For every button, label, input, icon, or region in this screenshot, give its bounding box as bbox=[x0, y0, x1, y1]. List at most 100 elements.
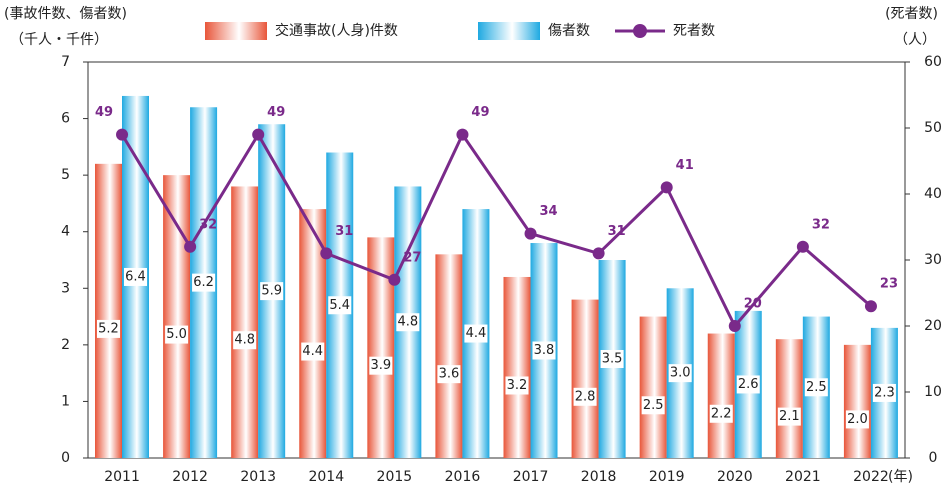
value-label-bg bbox=[233, 331, 257, 350]
legend-swatch bbox=[478, 22, 540, 40]
value-label: 20 bbox=[744, 297, 762, 312]
value-label-bg bbox=[464, 324, 488, 343]
line-marker bbox=[728, 320, 741, 332]
y-tick-label: 4 bbox=[61, 224, 70, 240]
value-label: 2.8 bbox=[575, 389, 596, 404]
bar bbox=[843, 344, 871, 458]
value-label: 41 bbox=[676, 158, 694, 173]
value-label-bg bbox=[804, 378, 828, 397]
value-label: 2.0 bbox=[847, 412, 868, 427]
legend-label: 死者数 bbox=[673, 23, 715, 39]
y-tick-label: 2 bbox=[61, 337, 70, 353]
bar bbox=[503, 276, 531, 458]
line-marker bbox=[796, 240, 809, 253]
value-label: 4.4 bbox=[466, 326, 487, 341]
value-label-bg bbox=[668, 364, 692, 383]
value-label: 2.1 bbox=[779, 409, 800, 424]
value-label: 31 bbox=[608, 224, 626, 239]
x-tick-label: 2018 bbox=[581, 469, 617, 485]
x-tick-label: 2022 bbox=[853, 469, 889, 485]
y2-axis-unit: （人） bbox=[894, 32, 936, 48]
line-marker bbox=[524, 227, 537, 240]
y-axis-unit: （千人・千件） bbox=[10, 32, 108, 48]
y2-tick-label: 60 bbox=[924, 54, 941, 70]
line-marker bbox=[184, 240, 197, 253]
x-tick-label: 2017 bbox=[513, 469, 549, 485]
value-label-bg bbox=[845, 410, 869, 429]
value-label-bg bbox=[573, 387, 597, 406]
value-label-bg bbox=[505, 376, 529, 395]
x-tick-label: 2015 bbox=[377, 469, 413, 485]
value-label: 4.8 bbox=[234, 333, 255, 348]
line-marker bbox=[252, 128, 265, 141]
value-label-bg bbox=[192, 273, 216, 292]
bar bbox=[707, 333, 735, 458]
y-tick-label: 5 bbox=[61, 167, 70, 183]
y-tick-label: 6 bbox=[61, 111, 70, 127]
value-label: 3.6 bbox=[439, 367, 460, 382]
x-axis-unit: (年) bbox=[888, 469, 913, 485]
value-label-bg bbox=[97, 319, 120, 338]
value-label-bg bbox=[872, 383, 896, 402]
value-label-bg bbox=[165, 325, 189, 344]
bar bbox=[571, 299, 599, 458]
value-label: 4.4 bbox=[302, 344, 323, 359]
y2-axis-label: (死者数) bbox=[885, 6, 938, 22]
value-label: 32 bbox=[812, 217, 830, 232]
value-label: 5.0 bbox=[166, 327, 187, 342]
x-tick-label: 2012 bbox=[172, 469, 208, 485]
value-label-bg bbox=[532, 341, 556, 360]
value-label-bg bbox=[328, 296, 352, 315]
value-label: 2.5 bbox=[806, 380, 827, 395]
value-label: 2.2 bbox=[711, 406, 732, 421]
value-label: 3.2 bbox=[507, 378, 528, 393]
value-label: 3.5 bbox=[602, 352, 623, 367]
bar bbox=[775, 339, 803, 458]
x-tick-label: 2021 bbox=[785, 469, 821, 485]
bar bbox=[435, 254, 463, 458]
y2-tick-label: 30 bbox=[924, 252, 941, 268]
y2-tick-label: 50 bbox=[924, 120, 941, 136]
value-label: 5.2 bbox=[98, 321, 119, 336]
value-label: 5.4 bbox=[329, 298, 350, 313]
x-tick-label: 2020 bbox=[717, 469, 753, 485]
value-label: 2.3 bbox=[874, 385, 895, 400]
line-marker bbox=[456, 128, 469, 141]
bar bbox=[163, 175, 191, 458]
bar bbox=[639, 316, 667, 458]
value-label-bg bbox=[260, 282, 284, 301]
value-label: 49 bbox=[267, 105, 285, 120]
y2-tick-label: 40 bbox=[924, 186, 941, 202]
value-label-bg bbox=[437, 365, 461, 384]
x-tick-label: 2019 bbox=[649, 469, 685, 485]
value-label: 23 bbox=[880, 277, 898, 292]
value-label: 2.6 bbox=[738, 377, 759, 392]
y2-tick-label: 0 bbox=[929, 450, 938, 466]
line bbox=[120, 131, 872, 329]
value-label: 27 bbox=[403, 250, 421, 265]
value-label-bg bbox=[369, 356, 393, 375]
line-marker bbox=[864, 300, 877, 313]
value-label-bg bbox=[600, 350, 624, 368]
value-label: 49 bbox=[471, 105, 489, 120]
value-label: 5.9 bbox=[261, 284, 282, 299]
y-tick-label: 7 bbox=[61, 54, 70, 70]
value-label-bg bbox=[124, 267, 147, 286]
value-label: 32 bbox=[199, 217, 217, 232]
value-label-bg bbox=[301, 342, 325, 361]
value-label-bg bbox=[641, 396, 665, 415]
bar bbox=[95, 163, 122, 459]
legend-swatch bbox=[205, 22, 267, 40]
y2-tick-label: 20 bbox=[924, 318, 941, 334]
bar bbox=[231, 186, 259, 458]
value-label-bg bbox=[736, 375, 760, 394]
value-label: 2.5 bbox=[643, 398, 664, 413]
x-tick-label: 2016 bbox=[445, 469, 481, 485]
line-marker bbox=[660, 181, 673, 194]
x-tick-label: 2013 bbox=[240, 469, 276, 485]
value-label: 3.0 bbox=[670, 366, 691, 381]
y-tick-label: 1 bbox=[61, 393, 70, 409]
legend-label: 交通事故(人身)件数 bbox=[275, 22, 398, 39]
line-marker bbox=[592, 247, 605, 260]
